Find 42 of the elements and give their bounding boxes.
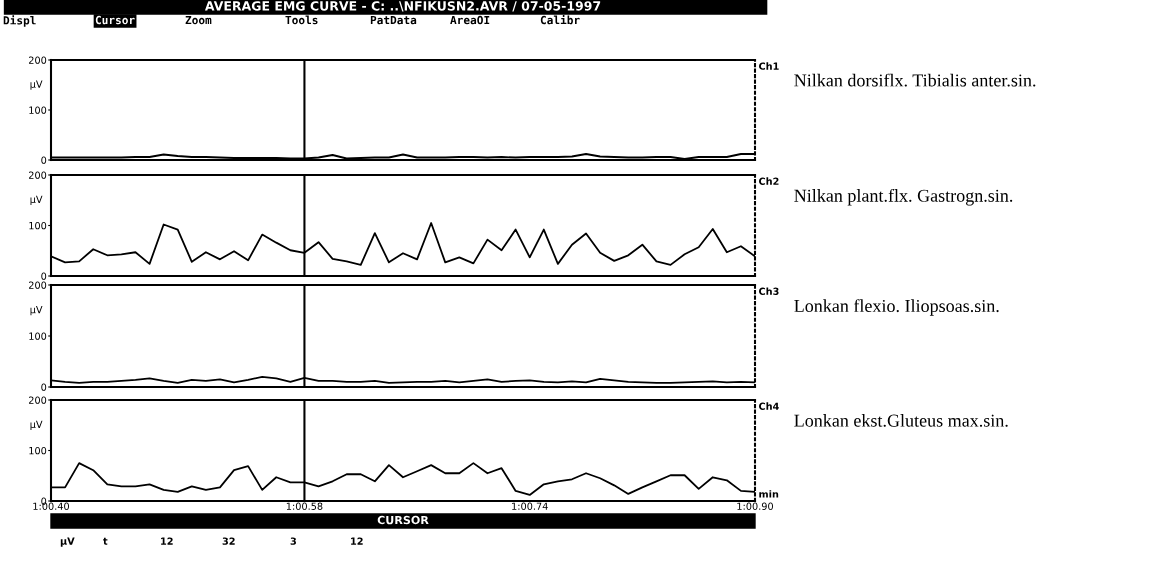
y-tick-label: 200 [28, 396, 47, 404]
y-tick-label: 100 [29, 446, 47, 455]
y-axis-title: µV [30, 195, 43, 205]
y-axis-title: µV [30, 420, 43, 430]
text: Lonkan ekst.Gluteus max.sin. [794, 414, 1008, 427]
text: Zoom [185, 15, 212, 25]
text: Calibr [540, 15, 580, 25]
y-axis-title: µV [30, 306, 43, 316]
text: Nilkan dorsiflx. Tibialis anter.sin. [794, 73, 1036, 87]
text: 12 [351, 537, 363, 545]
text: 3 [290, 537, 296, 545]
text: Tools [285, 15, 318, 25]
text: Ch2 [759, 177, 779, 185]
x-tick-label: 1:00.74 [512, 502, 548, 510]
y-tick-label: 0 [41, 272, 47, 280]
y-tick-label: 100 [29, 106, 47, 114]
text: CURSOR [377, 515, 429, 525]
y-tick-label: 200 [28, 171, 47, 179]
text: PatData [370, 15, 417, 25]
y-tick-label: 100 [29, 332, 47, 340]
chart-title: AVERAGE EMG CURVE - C: ..\NFIKUSN2.AVR / 07-05-1997 [204, 1, 601, 12]
text: Lonkan flexio. Iliopsoas.sin. [794, 299, 999, 316]
text: Ch1 [759, 62, 779, 70]
text: Displ [3, 15, 36, 27]
y-tick-label: 200 [28, 281, 47, 289]
y-tick-label: 0 [41, 156, 47, 164]
text: µV [60, 537, 75, 547]
text: AreaOI [450, 15, 490, 25]
y-tick-label: 0 [41, 383, 47, 391]
text: 32 [222, 537, 235, 545]
text: Nilkan plant.flx. Gastrogn.sin. [794, 188, 1013, 206]
x-tick-label: 1:00.90 [737, 502, 773, 510]
text: Ch4 [759, 402, 779, 410]
y-tick-label: 200 [28, 56, 47, 64]
y-axis-title: µV [30, 80, 43, 90]
y-tick-label: 100 [29, 221, 47, 230]
text: 12 [161, 537, 173, 545]
text: min [759, 490, 779, 498]
x-tick-label: 1:00.58 [286, 502, 323, 510]
text: Ch3 [759, 287, 779, 295]
text: t [103, 537, 108, 545]
text: Cursor [95, 15, 135, 25]
